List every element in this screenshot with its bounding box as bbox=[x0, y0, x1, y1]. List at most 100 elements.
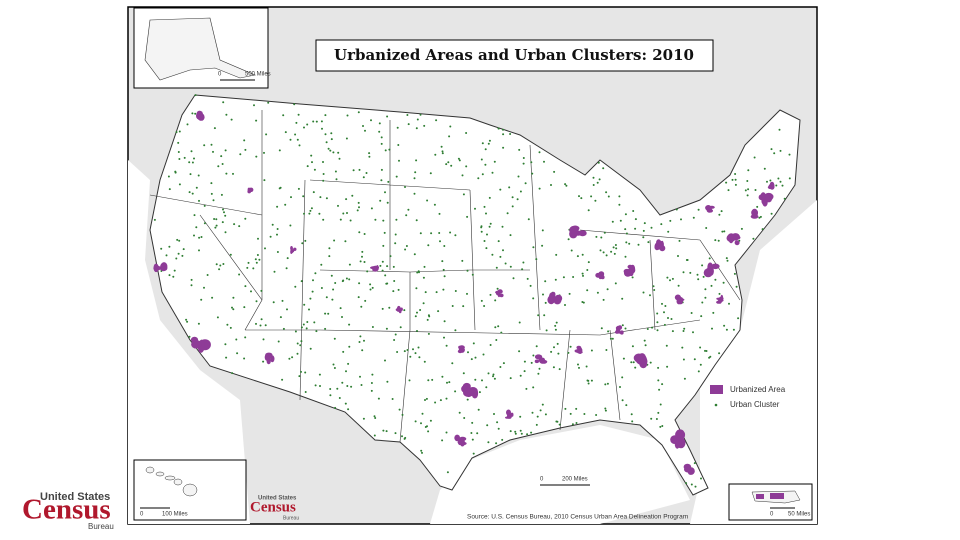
urban-cluster bbox=[661, 383, 664, 386]
urban-cluster bbox=[211, 296, 214, 299]
urban-cluster bbox=[358, 231, 361, 234]
urban-cluster bbox=[413, 253, 416, 256]
urban-cluster bbox=[429, 419, 432, 422]
urban-cluster bbox=[682, 358, 685, 361]
urban-cluster bbox=[682, 271, 685, 274]
urban-cluster bbox=[378, 130, 381, 133]
urban-cluster bbox=[225, 356, 228, 359]
urbanized-area bbox=[734, 240, 740, 246]
urban-cluster bbox=[496, 287, 499, 290]
urban-cluster bbox=[700, 315, 703, 318]
urban-cluster bbox=[492, 373, 495, 376]
urban-cluster bbox=[543, 314, 546, 317]
urban-cluster bbox=[361, 250, 364, 253]
urban-cluster bbox=[319, 196, 322, 199]
urban-cluster bbox=[420, 449, 423, 452]
urban-cluster bbox=[404, 186, 406, 188]
urban-cluster bbox=[300, 280, 303, 283]
urban-cluster bbox=[622, 357, 625, 360]
urban-cluster bbox=[718, 352, 721, 355]
urban-cluster bbox=[298, 144, 301, 147]
urban-cluster bbox=[775, 184, 778, 187]
legend-label: Urban Cluster bbox=[730, 400, 780, 409]
urban-cluster bbox=[318, 373, 321, 376]
urban-cluster bbox=[619, 386, 621, 388]
urban-cluster bbox=[334, 170, 337, 173]
urban-cluster bbox=[423, 265, 426, 268]
urban-cluster bbox=[493, 413, 495, 415]
urban-cluster bbox=[596, 291, 599, 294]
urban-cluster bbox=[624, 228, 627, 231]
urban-cluster bbox=[778, 128, 781, 131]
urban-cluster bbox=[538, 367, 541, 370]
urbanized-area bbox=[270, 355, 275, 363]
urban-cluster bbox=[225, 172, 228, 175]
urban-cluster bbox=[345, 137, 348, 140]
urban-cluster bbox=[374, 218, 377, 221]
urban-cluster bbox=[701, 264, 704, 267]
urban-cluster bbox=[470, 358, 473, 361]
urban-cluster bbox=[291, 356, 294, 359]
urban-cluster bbox=[596, 181, 599, 184]
urban-cluster bbox=[345, 277, 348, 280]
urbanized-area bbox=[499, 293, 504, 298]
urban-cluster bbox=[385, 282, 388, 285]
urban-cluster bbox=[330, 138, 333, 141]
urban-cluster bbox=[379, 264, 382, 267]
urban-cluster bbox=[384, 359, 386, 362]
urban-cluster bbox=[666, 365, 669, 368]
urban-cluster bbox=[334, 282, 337, 284]
urban-cluster bbox=[606, 288, 609, 291]
urban-cluster bbox=[710, 284, 713, 287]
urban-cluster bbox=[625, 241, 628, 244]
urban-cluster bbox=[692, 216, 695, 219]
urban-cluster bbox=[368, 155, 371, 158]
urban-cluster bbox=[346, 212, 348, 214]
urban-cluster bbox=[509, 377, 512, 380]
urban-cluster bbox=[590, 349, 593, 352]
urban-cluster bbox=[659, 425, 662, 428]
urban-cluster bbox=[263, 179, 266, 182]
urban-cluster bbox=[544, 413, 547, 416]
urban-cluster bbox=[581, 272, 584, 275]
urban-cluster bbox=[471, 273, 474, 276]
urban-cluster bbox=[434, 401, 437, 404]
urban-cluster bbox=[374, 417, 377, 419]
urban-cluster bbox=[564, 183, 567, 186]
urban-cluster bbox=[183, 156, 186, 159]
urban-cluster bbox=[514, 432, 517, 435]
urban-cluster bbox=[348, 345, 351, 348]
urban-cluster bbox=[405, 214, 408, 217]
urban-cluster bbox=[415, 127, 418, 130]
urban-cluster bbox=[734, 183, 737, 186]
urban-cluster bbox=[637, 243, 640, 246]
urban-cluster bbox=[426, 318, 429, 321]
urban-cluster bbox=[441, 150, 444, 153]
urban-cluster bbox=[232, 308, 235, 311]
urban-cluster bbox=[578, 366, 580, 369]
urban-cluster bbox=[488, 196, 491, 199]
urban-cluster bbox=[419, 113, 422, 116]
urban-cluster bbox=[348, 278, 351, 281]
urban-cluster bbox=[631, 345, 634, 348]
urban-cluster bbox=[210, 192, 213, 195]
urban-cluster bbox=[599, 249, 602, 252]
urban-cluster bbox=[634, 218, 637, 221]
urban-cluster bbox=[289, 138, 292, 141]
urban-cluster bbox=[200, 298, 203, 301]
urban-cluster bbox=[714, 239, 717, 242]
logo-text: Census bbox=[250, 499, 296, 515]
urban-cluster bbox=[175, 131, 178, 134]
urban-cluster bbox=[256, 254, 259, 256]
state-borders bbox=[149, 110, 741, 443]
urban-cluster bbox=[567, 351, 570, 354]
urban-cluster bbox=[509, 234, 512, 237]
urban-cluster bbox=[501, 225, 504, 228]
urban-cluster bbox=[734, 178, 737, 181]
urban-cluster bbox=[524, 182, 527, 185]
urban-cluster bbox=[628, 242, 631, 245]
urban-cluster bbox=[293, 103, 296, 106]
urban-cluster bbox=[194, 94, 197, 97]
urban-cluster bbox=[659, 403, 662, 406]
urban-cluster bbox=[244, 336, 247, 339]
